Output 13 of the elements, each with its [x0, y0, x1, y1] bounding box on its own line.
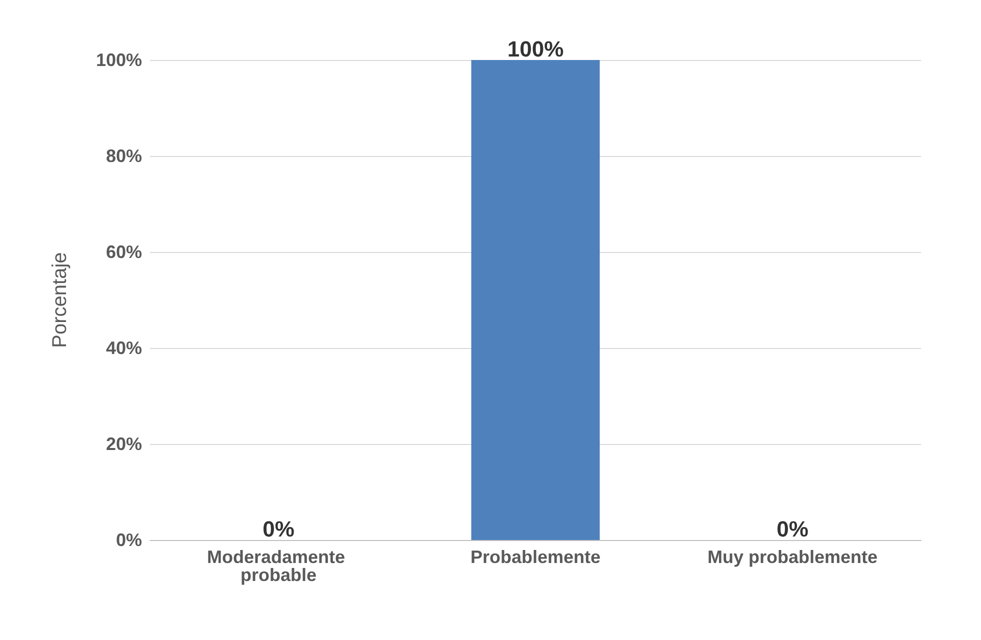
x-tick-label: Probablemente [470, 547, 601, 567]
x-tick-label: Muy probablemente [707, 547, 878, 567]
y-tick-label: 80% [106, 146, 142, 166]
data-label: 100% [507, 36, 564, 62]
data-label: 0% [262, 516, 294, 542]
y-tick-label: 20% [106, 434, 142, 454]
y-tick-label: 0% [116, 530, 142, 550]
data-label: 0% [776, 516, 808, 542]
y-tick-label: 100% [96, 50, 142, 70]
y-tick-label: 40% [106, 338, 142, 358]
y-axis-title: Porcentaje [49, 252, 71, 348]
x-tick-label: Moderadamente probable [206, 547, 350, 585]
y-tick-label: 60% [106, 242, 142, 262]
